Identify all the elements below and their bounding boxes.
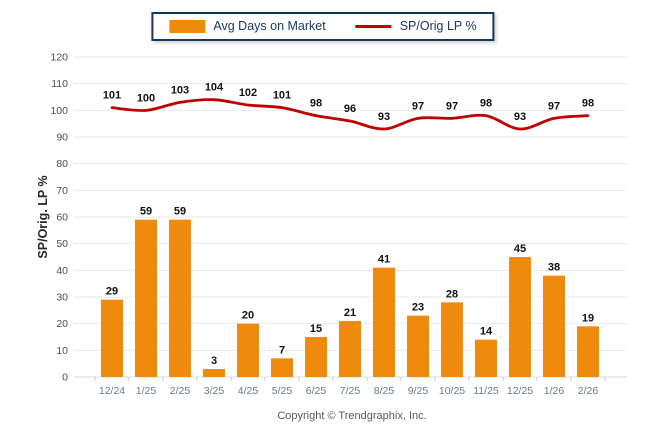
- bar-value-label: 59: [140, 206, 152, 218]
- y-tick-label: 110: [51, 78, 68, 90]
- bar-value-label: 19: [582, 312, 594, 324]
- line-value-label: 97: [412, 100, 424, 112]
- trend-line: [110, 98, 590, 131]
- bar: [169, 219, 191, 377]
- y-tick-label: 0: [62, 372, 68, 384]
- bar-value-label: 23: [412, 302, 424, 314]
- bar: [577, 326, 599, 377]
- x-tick-label: 3/25: [204, 385, 225, 397]
- bar: [305, 337, 327, 377]
- legend-item-line: SP/Orig LP %: [355, 19, 477, 33]
- bar-value-label: 29: [106, 286, 118, 298]
- line-value-label: 97: [446, 100, 458, 112]
- bar-value-label: 59: [174, 206, 186, 218]
- bar: [475, 339, 497, 377]
- x-tick-label: 10/25: [439, 385, 465, 397]
- bar-value-label: 21: [344, 307, 356, 319]
- y-tick-label: 30: [56, 292, 68, 304]
- legend-item-bar: Avg Days on Market: [169, 19, 326, 33]
- y-tick-label: 100: [50, 105, 68, 117]
- line-value-label: 103: [171, 84, 189, 96]
- bar: [441, 302, 463, 377]
- y-tick-label: 60: [56, 212, 68, 224]
- bar-value-label: 15: [310, 323, 322, 335]
- line-value-label: 93: [378, 111, 390, 123]
- line-value-label: 98: [310, 98, 322, 110]
- label-layer: 12/24 1/25 2/25 3/25 4/25 5/25 6/25 7/25 8/25 9/2…: [99, 82, 599, 397]
- bar-value-label: 14: [480, 326, 493, 338]
- x-tick-label: 11/25: [473, 385, 499, 397]
- x-tick-label: 1/25: [136, 385, 157, 397]
- x-tick-label: 9/25: [408, 385, 429, 397]
- bar-layer: [101, 219, 599, 377]
- y-tick-label: 90: [56, 132, 68, 144]
- grid-layer: 0 10 20 30 40 50 60 70 80 90 100 110 120: [50, 52, 627, 384]
- bar-value-label: 38: [548, 262, 560, 274]
- bar-series-swatch: [169, 19, 206, 33]
- y-axis-title: SP/Orig. LP %: [36, 175, 50, 258]
- bar-value-label: 28: [446, 288, 458, 300]
- y-tick-label: 20: [56, 318, 68, 330]
- x-tick-label: 4/25: [238, 385, 259, 397]
- x-tick-label: 2/25: [170, 385, 191, 397]
- line-value-label: 101: [103, 90, 121, 102]
- x-tick-label: 8/25: [374, 385, 395, 397]
- x-tick-label: 12/24: [99, 385, 125, 397]
- line-series-swatch: [355, 24, 392, 28]
- x-tick-label: 7/25: [340, 385, 361, 397]
- bar-value-label: 41: [378, 254, 390, 266]
- bar-value-label: 3: [211, 355, 217, 367]
- line-value-label: 101: [273, 90, 291, 102]
- line-value-label: 93: [514, 111, 526, 123]
- line-value-label: 104: [205, 82, 224, 94]
- bar-value-label: 7: [279, 344, 285, 356]
- bar-value-label: 20: [242, 310, 254, 322]
- line-layer: [110, 98, 590, 131]
- y-tick-label: 80: [56, 158, 68, 170]
- line-value-label: 100: [137, 92, 155, 104]
- legend-label-line: SP/Orig LP %: [399, 19, 477, 33]
- legend: Avg Days on Market SP/Orig LP %: [151, 12, 495, 41]
- y-tick-label: 40: [56, 265, 68, 277]
- copyright-text: Copyright © Trendgraphix, Inc.: [277, 410, 427, 422]
- line-value-label: 98: [480, 98, 492, 110]
- line-value-label: 96: [344, 103, 356, 115]
- line-value-label: 97: [548, 100, 560, 112]
- bar: [135, 219, 157, 377]
- x-tick-label: 6/25: [306, 385, 327, 397]
- line-value-label: 102: [239, 87, 257, 99]
- bar: [373, 267, 395, 377]
- bar: [101, 299, 123, 377]
- bar: [271, 358, 293, 377]
- legend-label-bar: Avg Days on Market: [213, 19, 326, 33]
- bar: [203, 369, 225, 377]
- x-tick-label: 12/25: [507, 385, 533, 397]
- x-tick-label: 5/25: [272, 385, 293, 397]
- bar: [509, 257, 531, 377]
- bar-value-label: 45: [514, 243, 526, 255]
- x-tick-label: 2/26: [578, 385, 599, 397]
- y-tick-label: 120: [50, 52, 68, 64]
- y-tick-label: 50: [56, 238, 68, 250]
- line-value-label: 98: [582, 98, 594, 110]
- bar: [339, 321, 361, 377]
- y-tick-label: 70: [56, 185, 68, 197]
- bar: [407, 315, 429, 377]
- bar: [543, 275, 565, 377]
- x-tick-label: 1/26: [544, 385, 565, 397]
- y-tick-label: 10: [56, 345, 68, 357]
- bar: [237, 323, 259, 377]
